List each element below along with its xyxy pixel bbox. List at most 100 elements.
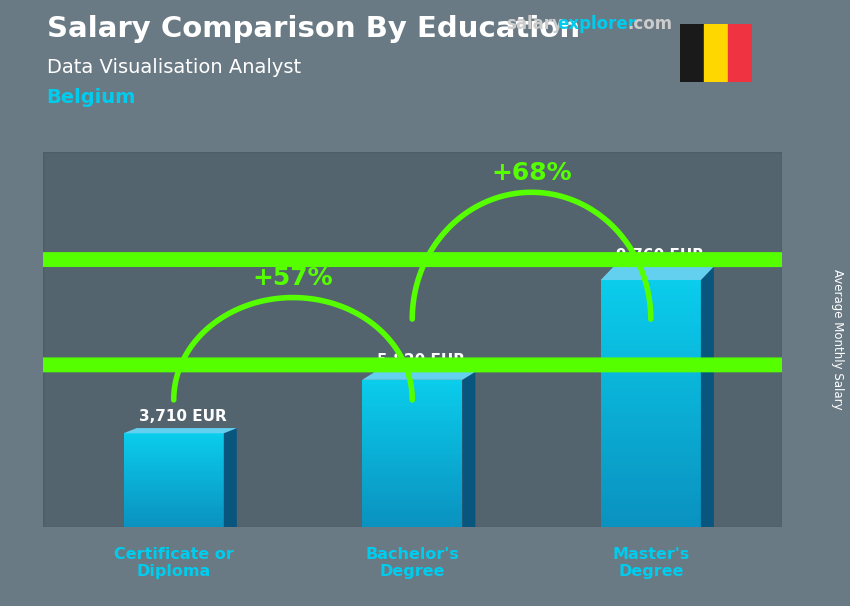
Bar [123, 436, 224, 437]
Bar [601, 289, 701, 292]
Bar [601, 296, 701, 299]
Bar [362, 437, 462, 439]
Bar [362, 490, 462, 492]
Text: Belgium: Belgium [47, 88, 136, 107]
Bar [601, 422, 701, 425]
Bar [123, 522, 224, 524]
Bar [362, 409, 462, 411]
Bar [123, 525, 224, 526]
Bar [601, 447, 701, 450]
Text: explorer: explorer [557, 15, 636, 33]
Bar [601, 505, 701, 508]
Bar [123, 519, 224, 520]
Bar [123, 513, 224, 514]
Bar [601, 302, 701, 305]
Bar [362, 421, 462, 422]
Bar [362, 503, 462, 505]
Bar [601, 468, 701, 471]
Bar [362, 387, 462, 389]
Bar [601, 342, 701, 345]
Bar [601, 320, 701, 323]
Polygon shape [362, 371, 475, 380]
Bar [123, 492, 224, 493]
Bar [601, 361, 701, 364]
Bar [362, 479, 462, 481]
Bar [362, 405, 462, 407]
Bar [362, 488, 462, 490]
Bar [123, 442, 224, 444]
Bar [601, 462, 701, 465]
Bar [362, 511, 462, 513]
Bar [601, 330, 701, 333]
Bar [601, 339, 701, 342]
Bar [601, 487, 701, 490]
Bar [362, 439, 462, 441]
Bar [362, 426, 462, 428]
Polygon shape [0, 253, 850, 267]
Bar [123, 435, 224, 436]
Bar [362, 461, 462, 463]
Bar [362, 400, 462, 402]
Bar [601, 286, 701, 289]
Bar [601, 311, 701, 314]
Bar [362, 468, 462, 470]
Bar [123, 479, 224, 480]
Bar [601, 521, 701, 524]
Bar [362, 518, 462, 520]
Text: 9,760 EUR: 9,760 EUR [615, 248, 704, 263]
Bar [362, 419, 462, 421]
Bar [123, 497, 224, 498]
Bar [362, 422, 462, 424]
Bar [123, 494, 224, 496]
Bar [123, 506, 224, 507]
Bar [601, 416, 701, 419]
Bar [362, 472, 462, 474]
Bar [362, 485, 462, 487]
Bar [601, 425, 701, 428]
Bar [362, 496, 462, 498]
Bar [601, 351, 701, 354]
Bar [123, 462, 224, 464]
Bar [601, 481, 701, 484]
Bar [123, 458, 224, 459]
Bar [362, 455, 462, 457]
Bar [362, 393, 462, 395]
Bar [601, 508, 701, 512]
Bar [42, 152, 782, 527]
Bar [123, 499, 224, 500]
Bar [362, 507, 462, 509]
Polygon shape [701, 267, 714, 527]
Bar [362, 433, 462, 435]
Bar [123, 478, 224, 479]
Polygon shape [123, 428, 237, 433]
Bar [123, 517, 224, 518]
Bar [123, 505, 224, 506]
Bar [601, 388, 701, 391]
Bar [123, 511, 224, 512]
Bar [601, 401, 701, 404]
Bar [601, 292, 701, 296]
Bar [601, 364, 701, 367]
Text: +57%: +57% [252, 266, 333, 290]
Bar [123, 470, 224, 471]
Bar [123, 501, 224, 502]
Bar [601, 395, 701, 398]
Bar [601, 484, 701, 487]
Bar [123, 444, 224, 445]
Bar [123, 482, 224, 484]
Bar [362, 450, 462, 451]
Bar [362, 499, 462, 501]
Bar [362, 389, 462, 391]
Bar [362, 444, 462, 446]
Bar [362, 398, 462, 400]
Bar [123, 476, 224, 477]
Bar [123, 472, 224, 473]
Bar [601, 471, 701, 474]
Bar [362, 492, 462, 494]
Bar [123, 498, 224, 499]
Bar [123, 474, 224, 476]
Bar [123, 471, 224, 472]
Bar [123, 438, 224, 439]
Bar [601, 502, 701, 505]
Polygon shape [462, 371, 475, 527]
